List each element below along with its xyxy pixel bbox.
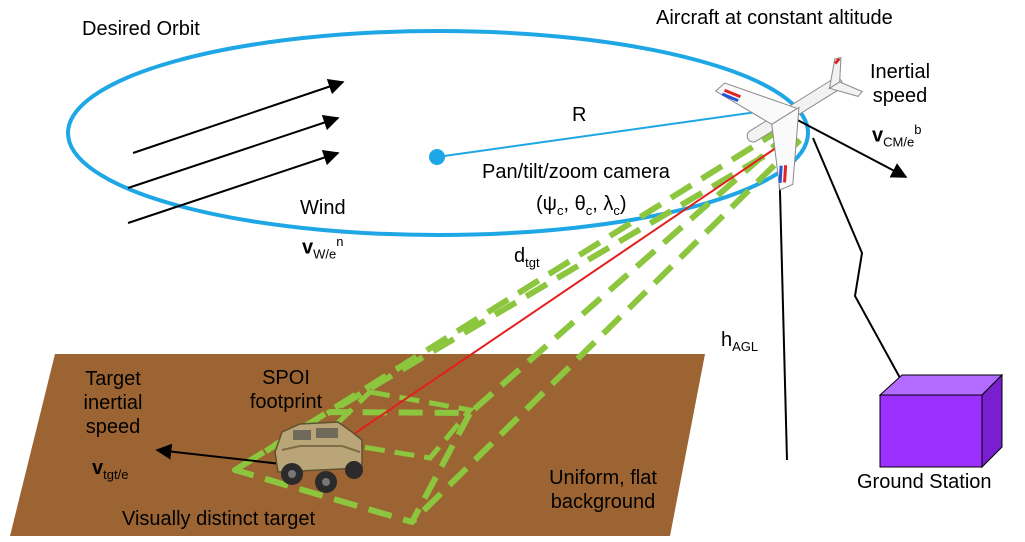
target-velocity-v: v	[92, 457, 104, 479]
paren-open: (	[536, 193, 543, 215]
aircraft-velocity-sub: CM/e	[883, 134, 915, 150]
aircraft-velocity-sup: b	[914, 122, 922, 137]
inertial-speed-label: Inertial speed	[858, 60, 942, 108]
ground-station-cube-icon	[878, 373, 1004, 469]
visually-distinct-label: Visually distinct target	[122, 508, 316, 530]
sep-2: ,	[592, 193, 604, 215]
theta-sub: c	[585, 203, 593, 218]
military-vehicle-icon	[274, 421, 363, 493]
dtgt-d: d	[514, 245, 526, 267]
aircraft-velocity-v: v	[872, 124, 884, 147]
line-of-sight	[344, 134, 796, 441]
target-speed-line-1: Target	[85, 368, 141, 390]
target-velocity-symbol: vtgt/e	[92, 456, 128, 487]
spoi-line-1: SPOI	[262, 367, 310, 389]
desired-orbit-label: Desired Orbit	[82, 18, 200, 40]
uniform-background-label: Uniform, flat background	[538, 466, 668, 514]
dtgt-sub: tgt	[525, 255, 540, 270]
uniform-background-line-1: Uniform, flat	[549, 467, 657, 489]
lambda-sub: c	[613, 203, 620, 218]
uniform-background-line-2: background	[550, 491, 656, 513]
theta-symbol: θ	[574, 193, 586, 215]
hagl-sub: AGL	[732, 339, 759, 354]
spoi-label: SPOI footprint	[240, 366, 332, 414]
wind-arrows	[127, 79, 345, 224]
radius-label: R	[572, 104, 587, 126]
target-velocity-arrow	[155, 443, 291, 466]
aircraft-velocity-symbol: vCM/eb	[872, 118, 921, 155]
target-speed-line-2: inertial	[83, 392, 143, 414]
spoi-footprint	[314, 389, 475, 461]
radius-line	[436, 107, 786, 158]
hagl-h: h	[721, 329, 733, 351]
inertial-speed-line-1: Inertial	[869, 61, 931, 83]
dtgt-label: dtgt	[514, 244, 540, 275]
wind-velocity-sup: n	[336, 234, 344, 249]
camera-angles-label: (ψc, θc, λc)	[536, 192, 626, 223]
aircraft-label: Aircraft at constant altitude	[656, 7, 893, 29]
wind-velocity-sub: W/e	[313, 246, 337, 262]
orbit-ellipse	[66, 29, 810, 237]
comm-link	[812, 137, 906, 388]
sep-1: ,	[563, 193, 575, 215]
camera-label: Pan/tilt/zoom camera	[482, 161, 670, 183]
wind-velocity-v: v	[302, 236, 314, 259]
aircraft-velocity-arrow	[787, 114, 908, 178]
psi-sub: c	[556, 203, 564, 218]
ground-station-label: Ground Station	[857, 471, 992, 493]
target-speed-label: Target inertial speed	[72, 367, 154, 439]
target-speed-line-3: speed	[85, 416, 141, 438]
paren-close: )	[619, 193, 627, 215]
hagl-label: hAGL	[721, 328, 758, 359]
target-velocity-sub: tgt/e	[103, 467, 129, 482]
psi-symbol: ψ	[542, 193, 557, 215]
wind-velocity-symbol: vW/en	[302, 230, 343, 267]
wind-label: Wind	[300, 197, 346, 219]
inertial-speed-line-2: speed	[872, 85, 928, 107]
lambda-symbol: λ	[603, 193, 614, 215]
spoi-line-2: footprint	[249, 391, 323, 413]
uav-aircraft-icon	[714, 56, 863, 191]
